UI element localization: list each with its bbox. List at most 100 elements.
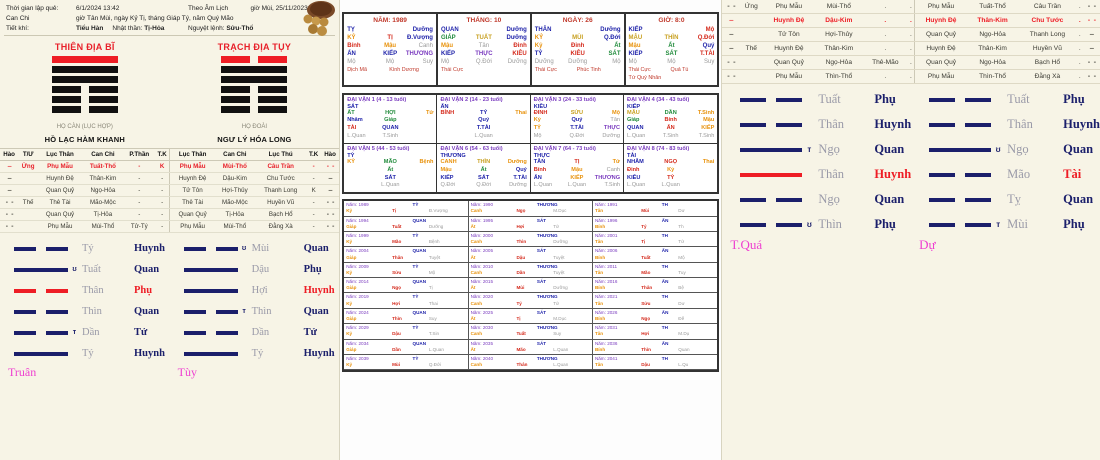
- year-cell[interactable]: Năm: 2001 TH Tân Tị Tử: [592, 232, 718, 248]
- dai-van-value: Đinh: [627, 166, 640, 173]
- year-cell[interactable]: Năm: 2010 THƯƠNG Canh Dần Tuyệt: [468, 262, 593, 279]
- changing-line-marker: ʊ: [241, 245, 247, 253]
- dai-van-stage: T.Sinh: [662, 133, 679, 140]
- year-cell[interactable]: Năm: 1991 TH Tân Mùi Dư: [592, 201, 718, 217]
- dai-van-row: TÂN TỊ Tử: [534, 159, 620, 167]
- year-row: Kỷ Sửu Mộ: [346, 270, 465, 276]
- pillar-value: Bính: [347, 43, 361, 50]
- year-row: Ất Dậu Tuyệt: [471, 255, 590, 261]
- year-cell[interactable]: Năm: 2006 ẤN Bính Tuất Mộ: [592, 247, 718, 263]
- year-cell[interactable]: Năm: 1999 TỲ Kỷ Mão Bệnh: [344, 231, 469, 248]
- year-cell[interactable]: Năm: 2036 ẤN Bính Thìn Quan: [592, 340, 718, 355]
- year-label: Năm: 2004: [346, 248, 369, 254]
- bottom-hexagram-tqua-rows: Tuất Phụ Thân Huynh т Ngọ Quan Thân Huynh Ngọ Quan…: [722, 87, 911, 237]
- year-stem: Canh: [470, 239, 483, 245]
- year-cell[interactable]: Năm: 2011 TH Tân Mão Tuy: [592, 263, 718, 279]
- table-row: — Quan Quỷ Ngọ-Hỏa - - Tử Tôn Hợi-Thủy Thanh Lo…: [0, 184, 340, 198]
- dai-van-value: [498, 117, 527, 125]
- hexagram-pair: THIÊN ĐỊA BĨ HỌ CÀN (LỤC HỢP) HỒ LẠC HÀM…: [0, 38, 339, 144]
- pillar-row: MẬU THÌN Q.Đới: [629, 34, 715, 42]
- year-cell[interactable]: Năm: 2031 TH Tân Hợi M.Dụ: [592, 324, 718, 340]
- year-ten-god: TH: [661, 202, 668, 208]
- year-branch: Thìn: [641, 346, 651, 352]
- dai-van-title: ĐẠI VẬN 8 (74 - 83 tuổi): [627, 145, 690, 152]
- year-cell[interactable]: Năm: 1989 TỲ Kỷ Tị Đ.Vượng: [344, 201, 469, 217]
- year-stage: M.Dục: [553, 316, 567, 322]
- year-cell[interactable]: Năm: 2035 SÁT Ất Mão L.Quan: [468, 339, 593, 355]
- year-stem: Canh: [470, 362, 483, 368]
- year-stage: Tuyệt: [428, 254, 441, 260]
- pillar-title: NĂM: 1989: [373, 17, 407, 24]
- year-cell[interactable]: Năm: 2000 THƯƠNG Canh Thìn Dưỡng: [468, 231, 593, 248]
- year-row: Năm: 2034 QUAN: [346, 341, 465, 347]
- hexagram-line-row: Mão Tài: [911, 162, 1100, 187]
- year-cell[interactable]: Năm: 2009 TỲ Kỷ Sửu Mộ: [344, 262, 469, 279]
- year-cell[interactable]: Năm: 2024 QUAN Giáp Thìn Suy: [344, 308, 469, 325]
- year-label: Năm: 2000: [470, 232, 494, 238]
- dai-van-cell[interactable]: ĐẠI VẬN 7 (64 - 73 tuổi) THỰC TÂN TỊ Tử Bính M…: [531, 143, 625, 193]
- year-cell[interactable]: Năm: 1995 SÁT Ất Hợi Tử: [468, 216, 593, 232]
- yin-line-icon: [929, 97, 992, 102]
- year-cell[interactable]: Năm: 2016 ẤN Bính Thân Bệ: [592, 278, 718, 294]
- relation-label: Huynh: [874, 167, 912, 181]
- year-cell[interactable]: Năm: 2039 TỲ Kỷ Mùi Q.Đới: [344, 354, 469, 371]
- dai-van-cell[interactable]: ĐẠI VẬN 3 (24 - 33 tuổi) KIÊU ĐINH SỬU Mộ Kỷ Q…: [530, 94, 625, 144]
- year-row: Ất Tị M.Dục: [471, 316, 590, 322]
- yin-line-icon: [14, 330, 68, 335]
- earthly-branch-label: Thân: [1007, 117, 1033, 131]
- year-cell[interactable]: Năm: 2026 ẤN Bính Ngọ Đế: [592, 309, 718, 325]
- year-row: Ất Mão L.Quan: [471, 347, 590, 353]
- year-cell[interactable]: Năm: 2021 TH Tân Sửu Dư: [592, 293, 718, 309]
- year-ten-god: ẤN: [661, 309, 669, 315]
- year-row: Năm: 2040 THƯƠNG: [471, 356, 590, 362]
- pillar-value: THÂN: [534, 27, 552, 33]
- hexagram-line-row: т Mùi Phụ: [911, 212, 1100, 237]
- year-ten-god: THƯƠNG: [536, 355, 558, 361]
- year-cell[interactable]: Năm: 2040 THƯƠNG Canh Thân L.Quan: [468, 354, 593, 371]
- dai-van-cell[interactable]: ĐẠI VẬN 4 (34 - 43 tuổi) KIẾP MẬU DẦN T.Sinh…: [624, 95, 718, 144]
- right-bottom-hexagrams: Tuất Phụ Thân Huynh т Ngọ Quan Thân Huynh Ngọ Quan…: [722, 84, 1100, 253]
- hex-line: [221, 66, 288, 74]
- year-branch: Sửu: [641, 300, 651, 306]
- pillar-row: TỴ Dưỡng: [347, 26, 433, 34]
- year-stem: Giáp: [346, 316, 357, 322]
- primary-hexagram-family: HỌ CÀN (LỤC HỢP): [56, 124, 113, 131]
- six-lines-body: — Ứng Phụ Mẫu Tuất-Thổ - K Phụ Mẫu Mùi-Thổ Câu T…: [0, 160, 340, 234]
- year-cell[interactable]: Năm: 2030 THƯƠNG Canh Tuất Suy: [468, 324, 593, 340]
- year-cell[interactable]: Năm: 2029 TỲ Kỷ Dậu T.Sin: [344, 324, 469, 340]
- year-cell[interactable]: Năm: 2025 SÁT Ất Tị M.Dục: [468, 308, 593, 325]
- dai-van-cell[interactable]: ĐẠI VẬN 6 (54 - 63 tuổi) THƯƠNG CANH THÌN Dư…: [437, 143, 531, 193]
- year-row: Năm: 2019 TỲ: [346, 294, 465, 300]
- dai-van-value: Thai: [702, 158, 715, 165]
- year-cell[interactable]: Năm: 2014 QUAN Giáp Ngọ Tị: [344, 278, 469, 294]
- year-cell[interactable]: Năm: 2041 TH Tân Dậu L.Qu: [592, 355, 718, 371]
- year-ten-god: TH: [661, 263, 668, 269]
- year-cell[interactable]: Năm: 1990 THƯƠNG Canh Ngọ M.Dục: [468, 201, 593, 217]
- year-cell[interactable]: Năm: 2019 TỲ Kỷ Hợi Thai: [344, 293, 469, 309]
- year-stage: Tử: [553, 300, 560, 306]
- year-cell[interactable]: Năm: 2015 SÁT Ất Mùi Dưỡng: [468, 278, 593, 294]
- table-cell: Quan Quỷ: [169, 208, 215, 222]
- dai-van-value: [405, 117, 434, 125]
- year-row: Tân Mùi Dư: [595, 208, 715, 214]
- year-row: Năm: 2001 TH: [595, 233, 715, 239]
- table-cell: .: [907, 0, 915, 14]
- year-cell[interactable]: Năm: 2005 SÁT Ất Dậu Tuyệt: [468, 247, 593, 263]
- dai-van-title: ĐẠI VẬN 1 (4 - 13 tuổi): [347, 96, 407, 103]
- year-cell[interactable]: Năm: 2004 QUAN Giáp Thân Tuyệt: [344, 247, 469, 263]
- dai-van-value: [405, 125, 434, 133]
- earthly-branch-label: Tuất: [818, 92, 841, 106]
- dai-van-cell[interactable]: ĐẠI VẬN 1 (4 - 13 tuổi) SÁT ẤT HỢI Tử Nhâm Giá…: [344, 94, 438, 144]
- dai-van-cell[interactable]: ĐẠI VẬN 5 (44 - 53 tuổi) TỲ KỶ MÃO Bệnh Ất SÁT…: [344, 143, 438, 193]
- dai-van-cell[interactable]: ĐẠI VẬN 2 (14 - 23 tuổi) ẤN BÍNH TÝ Thai Quý T…: [437, 94, 531, 144]
- year-cell[interactable]: Năm: 2020 THƯƠNG Canh Tý Tử: [468, 293, 593, 309]
- year-cell[interactable]: Năm: 1994 QUAN Giáp Tuất Dưỡng: [344, 216, 469, 232]
- dai-van-value: [685, 167, 714, 175]
- year-cell[interactable]: Năm: 1996 ẤN Bính Tý Th: [592, 217, 718, 232]
- dai-van-cell[interactable]: ĐẠI VẬN 8 (74 - 83 tuổi) TÀI NHÂM NGỌ Thai Đi…: [624, 144, 717, 192]
- year-cell[interactable]: Năm: 2034 QUAN Giáp Dần L.Quan: [344, 339, 469, 355]
- pillar-value: THƯƠNG: [405, 51, 433, 58]
- pillar-value: KIẾP: [628, 27, 643, 33]
- dai-van-star: KIẾP: [627, 103, 641, 110]
- year-label: Năm: 1999: [346, 232, 369, 238]
